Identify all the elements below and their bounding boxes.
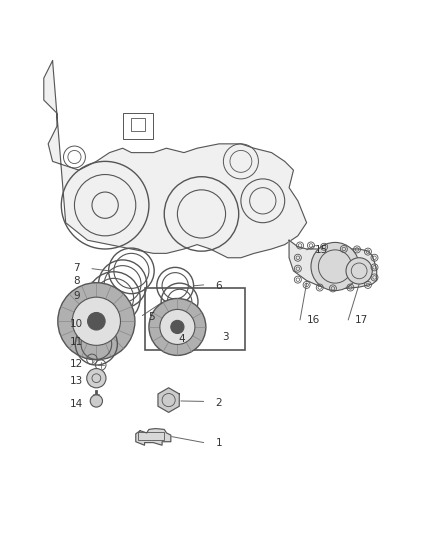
Text: 13: 13 <box>70 376 83 386</box>
Text: 11: 11 <box>70 337 83 347</box>
Text: 9: 9 <box>73 291 80 301</box>
Circle shape <box>311 243 359 290</box>
Circle shape <box>160 310 195 344</box>
Text: 15: 15 <box>315 245 328 255</box>
Bar <box>123 113 153 140</box>
Bar <box>131 118 145 131</box>
Circle shape <box>149 298 206 356</box>
Text: 6: 6 <box>215 281 223 291</box>
Text: 1: 1 <box>215 438 223 448</box>
Bar <box>138 432 164 440</box>
Circle shape <box>72 297 120 345</box>
Text: 12: 12 <box>70 359 83 369</box>
Polygon shape <box>289 240 377 288</box>
Text: 10: 10 <box>70 319 83 329</box>
Polygon shape <box>158 388 179 413</box>
Text: 16: 16 <box>307 315 320 325</box>
Circle shape <box>58 282 135 360</box>
Circle shape <box>171 320 184 334</box>
Polygon shape <box>44 61 307 258</box>
Text: 7: 7 <box>73 263 80 273</box>
Text: 8: 8 <box>73 276 80 286</box>
Text: 2: 2 <box>215 398 223 408</box>
Text: 4: 4 <box>178 334 185 344</box>
Text: 17: 17 <box>355 315 368 325</box>
Circle shape <box>87 368 106 388</box>
Text: 3: 3 <box>222 333 229 343</box>
Text: 14: 14 <box>70 399 83 409</box>
Text: 5: 5 <box>148 312 155 322</box>
Polygon shape <box>136 429 171 445</box>
Circle shape <box>346 258 372 284</box>
Circle shape <box>90 395 102 407</box>
Bar <box>145 288 245 350</box>
Circle shape <box>88 312 105 330</box>
